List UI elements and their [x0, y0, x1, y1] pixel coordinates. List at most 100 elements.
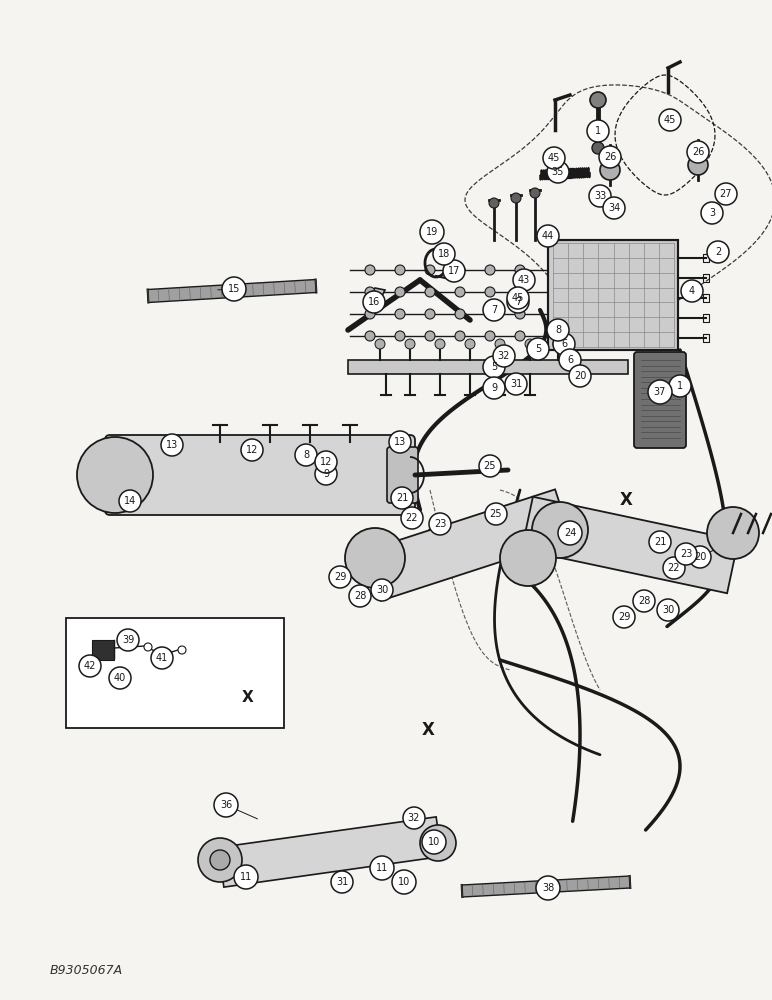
Text: 23: 23 — [434, 519, 446, 529]
Text: 25: 25 — [484, 461, 496, 471]
Circle shape — [363, 291, 385, 313]
Text: 35: 35 — [552, 167, 564, 177]
Circle shape — [161, 434, 183, 456]
Circle shape — [587, 120, 609, 142]
Text: 29: 29 — [334, 572, 346, 582]
Text: 9: 9 — [491, 383, 497, 393]
Circle shape — [707, 241, 729, 263]
Circle shape — [489, 198, 499, 208]
Circle shape — [613, 606, 635, 628]
Circle shape — [515, 331, 525, 341]
Text: 33: 33 — [594, 191, 606, 201]
Text: 32: 32 — [408, 813, 420, 823]
Text: 12: 12 — [245, 445, 258, 455]
Text: 8: 8 — [555, 325, 561, 335]
Text: 24: 24 — [564, 528, 576, 538]
Text: 26: 26 — [692, 147, 704, 157]
Circle shape — [485, 309, 495, 319]
Circle shape — [688, 155, 708, 175]
Text: 21: 21 — [396, 493, 408, 503]
Circle shape — [455, 309, 465, 319]
Text: 28: 28 — [638, 596, 650, 606]
Circle shape — [558, 521, 582, 545]
Text: 21: 21 — [654, 537, 666, 547]
Circle shape — [443, 260, 465, 282]
Circle shape — [234, 865, 258, 889]
Circle shape — [295, 444, 317, 466]
Text: 36: 36 — [220, 800, 232, 810]
Text: 44: 44 — [542, 231, 554, 241]
Circle shape — [365, 331, 375, 341]
Text: X: X — [422, 721, 435, 739]
Circle shape — [532, 502, 588, 558]
Circle shape — [117, 629, 139, 651]
Polygon shape — [522, 497, 738, 593]
Circle shape — [401, 507, 423, 529]
Circle shape — [425, 331, 435, 341]
Text: 6: 6 — [567, 355, 573, 365]
Circle shape — [425, 265, 435, 275]
Circle shape — [543, 147, 565, 169]
FancyBboxPatch shape — [634, 352, 686, 448]
FancyBboxPatch shape — [66, 618, 284, 728]
Circle shape — [375, 339, 385, 349]
Text: X: X — [242, 690, 254, 706]
Text: 45: 45 — [548, 153, 560, 163]
Circle shape — [547, 319, 569, 341]
FancyBboxPatch shape — [348, 360, 628, 374]
Text: 15: 15 — [228, 284, 240, 294]
Circle shape — [365, 265, 375, 275]
Text: 34: 34 — [608, 203, 620, 213]
Circle shape — [589, 185, 611, 207]
Polygon shape — [462, 876, 630, 897]
Text: 27: 27 — [720, 189, 733, 199]
Text: 18: 18 — [438, 249, 450, 259]
Circle shape — [600, 160, 620, 180]
Circle shape — [455, 331, 465, 341]
Circle shape — [365, 287, 375, 297]
Circle shape — [659, 109, 681, 131]
Circle shape — [495, 339, 505, 349]
Circle shape — [536, 876, 560, 900]
Text: 14: 14 — [124, 496, 136, 506]
Text: 17: 17 — [448, 266, 460, 276]
Circle shape — [648, 380, 672, 404]
Circle shape — [331, 871, 353, 893]
Circle shape — [681, 280, 703, 302]
Circle shape — [222, 277, 246, 301]
Circle shape — [315, 463, 337, 485]
Circle shape — [525, 339, 535, 349]
Circle shape — [649, 531, 671, 553]
Circle shape — [435, 339, 445, 349]
Polygon shape — [365, 288, 385, 304]
Circle shape — [493, 345, 515, 367]
Circle shape — [109, 667, 131, 689]
Circle shape — [392, 870, 416, 894]
Circle shape — [479, 455, 501, 477]
Circle shape — [420, 825, 456, 861]
Circle shape — [515, 287, 525, 297]
Circle shape — [507, 287, 529, 309]
Text: 45: 45 — [512, 293, 524, 303]
Text: 25: 25 — [489, 509, 503, 519]
Text: 6: 6 — [561, 339, 567, 349]
Text: 13: 13 — [166, 440, 178, 450]
Polygon shape — [147, 280, 317, 302]
Text: 32: 32 — [498, 351, 510, 361]
Circle shape — [395, 331, 405, 341]
FancyBboxPatch shape — [548, 240, 678, 350]
Circle shape — [569, 365, 591, 387]
Text: 5: 5 — [535, 344, 541, 354]
Text: 39: 39 — [122, 635, 134, 645]
Text: 11: 11 — [376, 863, 388, 873]
Circle shape — [241, 439, 263, 461]
Circle shape — [151, 647, 173, 669]
Circle shape — [119, 490, 141, 512]
Circle shape — [455, 287, 465, 297]
Text: 12: 12 — [320, 457, 332, 467]
Text: X: X — [620, 491, 632, 509]
Text: 31: 31 — [336, 877, 348, 887]
Text: 43: 43 — [518, 275, 530, 285]
Circle shape — [511, 193, 521, 203]
Text: 10: 10 — [398, 877, 410, 887]
